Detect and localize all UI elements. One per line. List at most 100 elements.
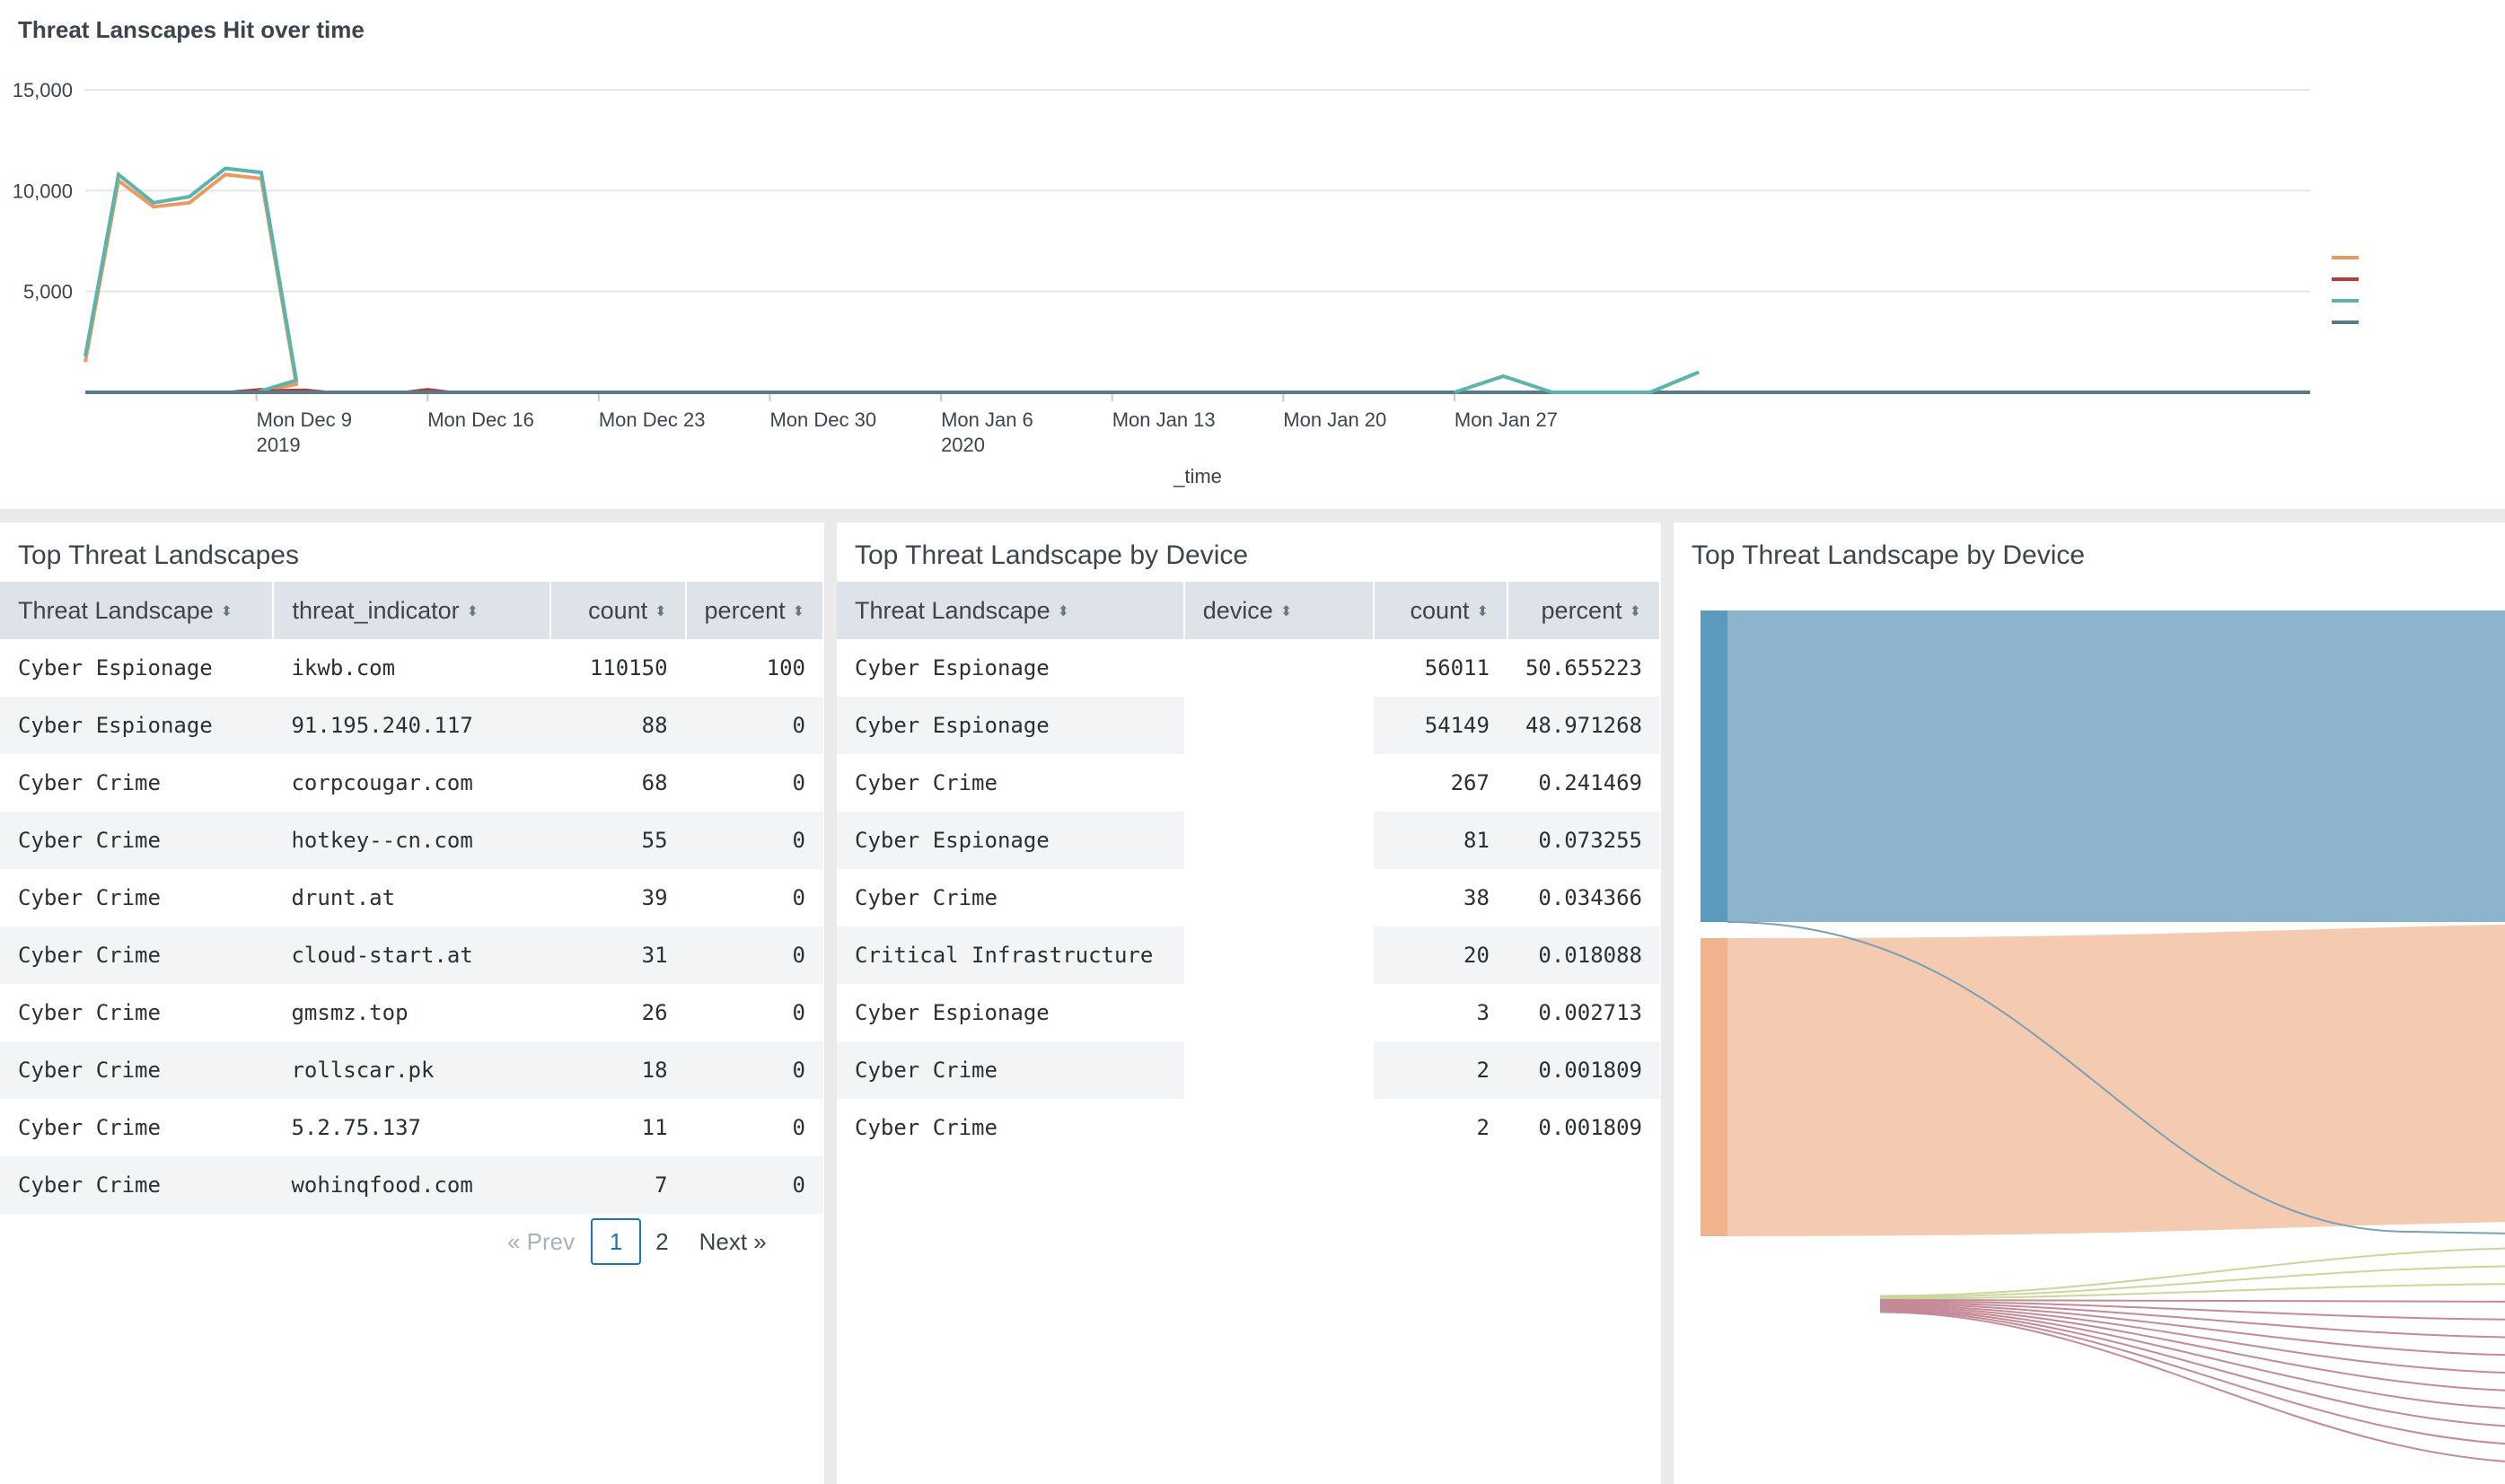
table2-cell: Cyber Espionage xyxy=(855,1000,1050,1025)
sankey-svg: Cyber Espionage - ikwb.comCyber Espionag… xyxy=(1701,610,2505,1464)
table-row[interactable]: Cyber Espionage 91.195.240.117 88 0 xyxy=(0,697,823,754)
table-row[interactable]: Cyber Crime gmsmz.top 26 0 xyxy=(0,984,823,1041)
table1-cell: Cyber Crime xyxy=(0,1156,274,1214)
table-row[interactable]: Cyber Crime 38 0.034366 xyxy=(837,869,1660,926)
table2-cell xyxy=(1183,1041,1374,1099)
table-row[interactable]: Cyber Espionage 56011 50.655223 xyxy=(837,639,1660,697)
table2-cell: Cyber Crime xyxy=(855,770,998,795)
table1-cell: Cyber Espionage xyxy=(18,655,213,681)
table-row[interactable]: Cyber Crime rollscar.pk 18 0 xyxy=(0,1041,823,1099)
table-row[interactable]: Cyber Espionage ikwb.com 110150 100 xyxy=(0,639,823,697)
y-tick-label: 10,000 xyxy=(13,180,73,202)
sankey-link-small[interactable] xyxy=(1879,1304,2505,1374)
table1-cell: 7 xyxy=(549,1156,686,1214)
table2-header-row: Threat Landscape ⬍ device ⬍ count ⬍ percent… xyxy=(837,582,1662,639)
series-line[interactable] xyxy=(84,172,2310,394)
table-row[interactable]: Cyber Espionage 54149 48.971268 xyxy=(837,697,1660,754)
x-tick-label-year: 2020 xyxy=(941,434,985,456)
sankey-link-small[interactable] xyxy=(1879,1299,2505,1303)
table2-col-device[interactable]: device ⬍ xyxy=(1183,582,1375,639)
table1-cell: 0 xyxy=(792,1115,805,1140)
table2-col-percent[interactable]: percent ⬍ xyxy=(1507,582,1662,639)
sankey-link-small[interactable] xyxy=(1879,1310,2505,1445)
table2-cell xyxy=(1184,984,1374,1041)
table1-cell: Cyber Crime xyxy=(18,885,161,910)
pager-page-1[interactable]: 1 xyxy=(591,1218,642,1265)
sankey-link-thin[interactable] xyxy=(1727,921,2505,1241)
table2-cell: 0.002713 xyxy=(1538,1000,1642,1025)
table1-col-count[interactable]: count ⬍ xyxy=(549,582,687,639)
sankey-link-blue[interactable] xyxy=(1701,610,2505,922)
pager-next[interactable]: Next » xyxy=(699,1227,767,1255)
table-row[interactable]: Cyber Crime corpcougar.com 68 0 xyxy=(0,754,823,812)
sankey-link-small[interactable] xyxy=(1879,1265,2505,1298)
table1-col-threat-indicator[interactable]: threat_indicator ⬍ xyxy=(273,582,551,639)
table-row[interactable]: Cyber Crime 267 0.241469 xyxy=(837,754,1660,812)
table2-cell: Critical Infrastructure xyxy=(837,926,1184,984)
table-row[interactable]: Critical Infrastructure 20 0.018088 xyxy=(837,926,1660,984)
table1-cell: ikwb.com xyxy=(291,655,396,681)
table2-cell: 0.001809 xyxy=(1507,1041,1660,1099)
sankey-link-peach[interactable] xyxy=(1727,921,2505,1236)
table1-col-percent[interactable]: percent ⬍ xyxy=(685,582,825,639)
table1-cell: 55 xyxy=(549,812,686,869)
pager-page-2[interactable]: 2 xyxy=(655,1227,669,1255)
table-row[interactable]: Cyber Crime wohinqfood.com 7 0 xyxy=(0,1156,823,1214)
table2-cell xyxy=(1184,639,1374,697)
table1-cell: 5.2.75.137 xyxy=(291,1115,421,1140)
table1-cell: rollscar.pk xyxy=(273,1041,550,1099)
table1-cell: Cyber Crime xyxy=(0,812,274,869)
table-row[interactable]: Cyber Crime drunt.at 39 0 xyxy=(0,869,823,926)
pager-prev[interactable]: « Prev xyxy=(507,1227,576,1255)
y-tick-label: 15,000 xyxy=(13,79,73,101)
sankey-link-small[interactable] xyxy=(1879,1311,2505,1464)
table-row[interactable]: Cyber Crime hotkey--cn.com 55 0 xyxy=(0,812,823,869)
table1-pager: « Prev 1 2 Next » xyxy=(507,1218,767,1265)
sort-icon: ⬍ xyxy=(1057,604,1070,620)
table1-cell: 88 xyxy=(549,697,686,754)
col-label: count xyxy=(588,596,648,624)
table-row[interactable]: Cyber Espionage 81 0.073255 xyxy=(837,812,1660,869)
table-row[interactable]: Cyber Crime cloud-start.at 31 0 xyxy=(0,926,823,984)
sankey-link-small[interactable] xyxy=(1879,1247,2505,1297)
timechart-title: Threat Lanscapes Hit over time xyxy=(18,16,365,43)
table1-cell: 0 xyxy=(792,885,805,910)
y-tick-label: 5,000 xyxy=(23,281,73,303)
sort-icon: ⬍ xyxy=(655,604,667,620)
table1-cell: 0 xyxy=(685,1156,823,1214)
table-row[interactable]: Cyber Espionage 3 0.002713 xyxy=(837,984,1660,1041)
sankey-link-small[interactable] xyxy=(1879,1303,2505,1357)
series-line[interactable] xyxy=(84,166,2310,394)
table-row[interactable]: Cyber Crime 2 0.001809 xyxy=(837,1099,1660,1156)
table2-cell: 3 xyxy=(1476,1000,1490,1025)
sankey-source-node[interactable] xyxy=(1701,938,1727,1236)
table1-cell: gmsmz.top xyxy=(291,1000,409,1025)
sankey-link-small[interactable] xyxy=(1879,1307,2505,1409)
table1-cell: Cyber Espionage xyxy=(0,697,274,754)
table2-cell xyxy=(1183,812,1374,869)
x-tick-label: Mon Jan 27 xyxy=(1455,408,1558,431)
table2-cell: Cyber Crime xyxy=(855,885,998,910)
table2-cell: 54149 xyxy=(1373,697,1507,754)
sankey-link-small[interactable] xyxy=(1879,1308,2505,1428)
sankey-link-small[interactable] xyxy=(1879,1305,2505,1392)
sankey-link-small[interactable] xyxy=(1879,1300,2505,1321)
table1-header-row: Threat Landscape ⬍ threat_indicator ⬍ coun… xyxy=(0,582,825,639)
table1-cell: 0 xyxy=(685,926,823,984)
table1-cell: 110150 xyxy=(589,655,668,681)
table1-cell: 11 xyxy=(641,1115,668,1140)
col-label: Threat Landscape xyxy=(18,596,214,624)
sankey-link-small[interactable] xyxy=(1879,1302,2505,1339)
table2-cell: 0.001809 xyxy=(1538,1115,1642,1140)
table1-col-threat-landscape[interactable]: Threat Landscape ⬍ xyxy=(0,582,275,639)
series-line[interactable] xyxy=(1454,370,1700,394)
table2-col-threat-landscape[interactable]: Threat Landscape ⬍ xyxy=(837,582,1185,639)
table1-cell: Cyber Crime xyxy=(0,1041,274,1099)
sankey-link-small[interactable] xyxy=(1879,1283,2505,1300)
table2-cell: 0.018088 xyxy=(1507,926,1660,984)
table-row[interactable]: Cyber Crime 2 0.001809 xyxy=(837,1041,1660,1099)
table-row[interactable]: Cyber Crime 5.2.75.137 11 0 xyxy=(0,1099,823,1156)
table2-col-count[interactable]: count ⬍ xyxy=(1373,582,1508,639)
col-label: device xyxy=(1202,596,1273,624)
sankey-source-node[interactable] xyxy=(1701,610,1727,922)
